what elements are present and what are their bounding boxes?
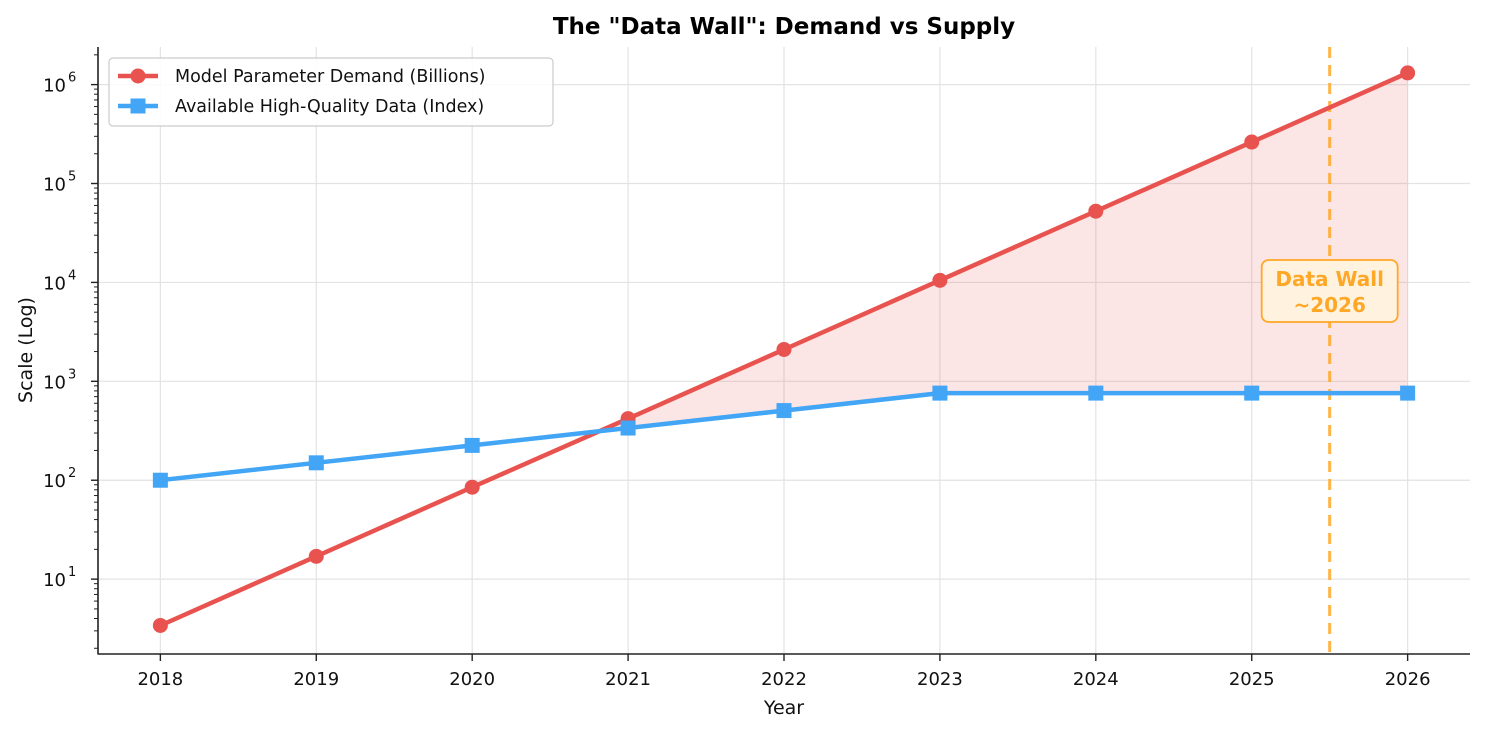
legend-label: Model Parameter Demand (Billions) xyxy=(175,67,486,87)
data-point-2024 xyxy=(1088,203,1104,219)
y-axis-label: Scale (Log) xyxy=(15,297,37,403)
legend-label: Available High-Quality Data (Index) xyxy=(175,97,484,117)
x-tick-label: 2022 xyxy=(761,669,807,690)
data-point-2018 xyxy=(152,617,168,633)
x-tick-label: 2025 xyxy=(1229,669,1275,690)
legend: Model Parameter Demand (Billions) Availab… xyxy=(108,57,554,127)
legend-box xyxy=(108,57,554,127)
y-tick-label: 10 xyxy=(43,76,66,97)
y-tick-label: 10 xyxy=(43,372,66,393)
x-tick-label: 2018 xyxy=(137,669,183,690)
data-point-2022 xyxy=(776,403,792,419)
chart-title: The "Data Wall": Demand vs Supply xyxy=(553,14,1015,40)
y-tick-exponent: 3 xyxy=(68,367,76,382)
data-point-2018 xyxy=(152,472,168,488)
series-demand xyxy=(152,65,1416,633)
x-tick-label: 2023 xyxy=(917,669,963,690)
data-wall-label-line: Data Wall xyxy=(1275,267,1384,291)
data-point-2026 xyxy=(1400,65,1416,81)
x-tick-label: 2026 xyxy=(1385,669,1431,690)
legend-marker xyxy=(130,98,146,114)
y-tick-label: 10 xyxy=(43,570,66,591)
y-tick-exponent: 4 xyxy=(68,268,76,283)
fill-between-area xyxy=(599,72,1408,432)
data-point-2024 xyxy=(1088,385,1104,401)
data-point-2020 xyxy=(464,479,480,495)
data-wall-label-line: ~2026 xyxy=(1293,293,1365,317)
series-layer xyxy=(152,65,1416,633)
data-point-2025 xyxy=(1244,385,1260,401)
y-tick-label: 10 xyxy=(43,175,66,196)
data-point-2023 xyxy=(932,385,948,401)
fill-between-layer xyxy=(599,72,1408,432)
y-tick-exponent: 6 xyxy=(68,71,76,86)
y-tick-exponent: 5 xyxy=(68,170,76,185)
y-tick-label: 10 xyxy=(43,471,66,492)
legend-item-supply: Available High-Quality Data (Index) xyxy=(118,97,484,117)
data-point-2025 xyxy=(1244,134,1260,150)
x-tick-label: 2019 xyxy=(293,669,339,690)
legend-item-demand: Model Parameter Demand (Billions) xyxy=(118,67,486,87)
data-point-2021 xyxy=(620,420,636,436)
data-point-2019 xyxy=(308,455,324,471)
data-point-2019 xyxy=(308,548,324,564)
data-point-2026 xyxy=(1400,385,1416,401)
data-point-2020 xyxy=(464,437,480,453)
x-axis-label: Year xyxy=(763,697,804,719)
y-tick-exponent: 1 xyxy=(68,565,76,580)
data-wall-label-box xyxy=(1260,259,1399,323)
data-point-2022 xyxy=(776,341,792,357)
y-tick-exponent: 2 xyxy=(68,466,76,481)
x-tick-label: 2024 xyxy=(1073,669,1119,690)
annotation-layer: Data Wall~2026 xyxy=(1260,259,1399,323)
legend-marker xyxy=(130,68,146,84)
x-tick-label: 2021 xyxy=(605,669,651,690)
data-point-2023 xyxy=(932,272,948,288)
axes xyxy=(91,47,1470,661)
y-tick-label: 10 xyxy=(43,273,66,294)
series-supply xyxy=(152,385,1416,488)
x-tick-label: 2020 xyxy=(449,669,495,690)
